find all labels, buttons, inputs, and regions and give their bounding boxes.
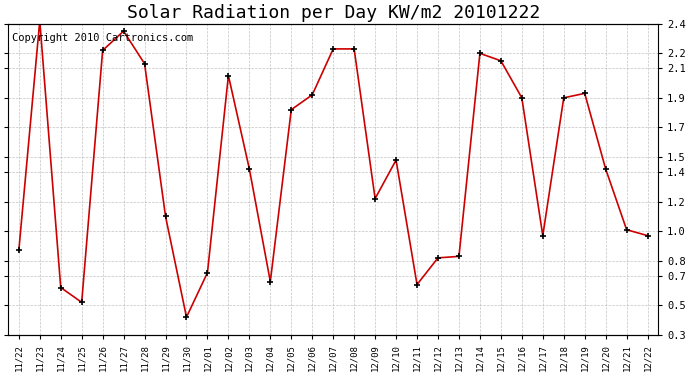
Title: Solar Radiation per Day KW/m2 20101222: Solar Radiation per Day KW/m2 20101222 xyxy=(126,4,540,22)
Text: Copyright 2010 Cartronics.com: Copyright 2010 Cartronics.com xyxy=(12,33,193,43)
